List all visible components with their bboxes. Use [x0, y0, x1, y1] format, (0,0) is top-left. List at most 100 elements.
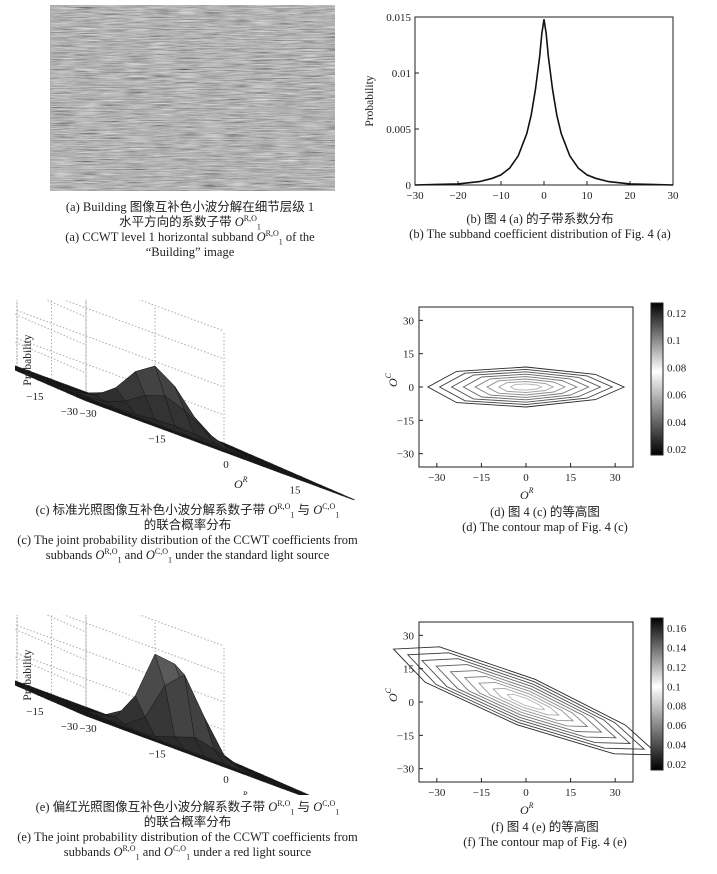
caption-f-zh: (f) 图 4 (e) 的等高图 [491, 820, 599, 834]
x-tick-label: −30 [428, 472, 446, 484]
x-tick-label: −15 [473, 472, 491, 484]
caption-d-zh: (d) 图 4 (c) 的等高图 [490, 505, 600, 519]
r-axis-label: OR [234, 475, 248, 491]
r-tick-label: 0 [223, 774, 229, 786]
r-tick-label: −15 [148, 749, 166, 761]
caption-d: (d) 图 4 (c) 的等高图 (d) The contour map of … [395, 505, 695, 535]
caption-c-zh2: 的联合概率分布 [143, 518, 232, 532]
grid-line [0, 247, 225, 332]
x-axis-sup: R [528, 801, 534, 810]
contour-line [420, 658, 632, 744]
contour-line [450, 371, 602, 403]
grid-line [0, 618, 225, 703]
caption-e: (e) 偏红光照图像互补色小波分解系数子带 OR,O1 与 OC,O1 的联合概… [0, 798, 375, 861]
subband-image [50, 5, 335, 191]
y-tick-label: 0 [409, 697, 415, 709]
x-axis-label: OR [520, 801, 534, 815]
x-tick-label: −30 [406, 190, 424, 202]
x-tick-label: 15 [565, 787, 577, 799]
x-tick-label: 0 [523, 787, 529, 799]
contour-line [474, 376, 578, 398]
colorbar [650, 617, 664, 771]
chart-b: −30 −20 −10 0 10 20 30 0 0.005 0.01 0.015 Probabili… [364, 12, 680, 202]
contour-line [497, 381, 555, 393]
contour-line [426, 366, 626, 408]
y-tick-label: 30 [403, 630, 415, 642]
contour-line [506, 693, 546, 710]
panel-a-subband-image [50, 5, 335, 191]
colorbar [650, 302, 664, 456]
caption-b-zh: (b) 图 4 (a) 的子带系数分布 [466, 212, 614, 226]
y-tick-label: −15 [397, 730, 415, 742]
colorbar-tick-label: 0.1 [667, 681, 681, 693]
colorbar-tick-label: 0.14 [667, 642, 687, 654]
z-axis-label: Probability [22, 649, 34, 700]
c-tick-label: −15 [26, 706, 44, 718]
panel-d-contour: −30 −15 0 15 30 30 15 0 −15 −30 OR OC 0.12 0.1 0.08 0.0… [375, 295, 705, 502]
contour-line [462, 373, 590, 401]
caption-a-en: (a) CCWT level 1 horizontal subband OR,O… [65, 228, 315, 247]
colorbar-tick-label: 0.06 [667, 720, 687, 732]
caption-e-zh2: 的联合概率分布 [143, 815, 232, 829]
caption-e-en: (e) The joint probability distribution o… [17, 830, 358, 844]
caption-a-en2: “Building” image [145, 245, 235, 259]
y-tick-label: 0 [406, 180, 412, 192]
chart-d: −30 −15 0 15 30 30 15 0 −15 −30 OR OC 0.12 0.1 0.08 0.0… [384, 302, 687, 502]
caption-f: (f) 图 4 (e) 的等高图 (f) The contour map of … [395, 820, 695, 850]
y-tick-label: 15 [403, 349, 415, 361]
grid-line [0, 303, 225, 388]
colorbar-tick-label: 0.04 [667, 417, 687, 429]
c-tick-label: −30 [61, 406, 79, 418]
contour-line [406, 652, 646, 750]
colorbar-tick-label: 0.12 [667, 662, 686, 674]
r-tick-label: −15 [148, 434, 166, 446]
series-line [414, 19, 674, 186]
r-tick-label: −30 [79, 408, 97, 420]
caption-e-zh: (e) 偏红光照图像互补色小波分解系数子带 OR,O1 与 OC,O1 [35, 798, 340, 817]
x-axis-sup: R [528, 486, 534, 495]
y-axis-sup: C [384, 687, 393, 693]
grid-line [0, 594, 87, 633]
x-tick-label: −20 [449, 190, 467, 202]
colorbar-tick-label: 0.08 [667, 701, 687, 713]
x-tick-label: 30 [610, 472, 622, 484]
colorbar-tick-label: 0.16 [667, 623, 687, 635]
caption-d-en: (d) The contour map of Fig. 4 (c) [462, 520, 628, 534]
caption-c-zh: (c) 标准光照图像互补色小波分解系数子带 OR,O1 与 OC,O1 [35, 501, 340, 520]
plot-frame [418, 621, 634, 783]
grid-line [0, 279, 87, 318]
y-axis-sup: C [384, 372, 393, 378]
x-tick-label: 20 [625, 190, 637, 202]
colorbar-tick-label: 0.12 [667, 308, 686, 320]
x-tick-label: 0 [523, 472, 529, 484]
y-axis-label: OC [384, 687, 400, 702]
surface-facet [332, 491, 363, 504]
chart-f: −30 −15 0 15 30 30 15 0 −15 −30 OR OC 0.16 0.14 0.12 0.… [384, 617, 687, 817]
y-tick-label: 0.01 [392, 68, 411, 80]
contour-line [449, 670, 603, 733]
r-axis-label: OR [234, 790, 248, 795]
r-tick-label: −30 [79, 723, 97, 735]
y-tick-label: 15 [403, 664, 415, 676]
colorbar-tick-label: 0.02 [667, 759, 686, 771]
caption-c-en2: subbands OR,O1 and OC,O1 under the stand… [45, 546, 330, 565]
caption-a-zh: (a) Building 图像互补色小波分解在细节层级 1 [65, 200, 315, 214]
panel-c-surface: 00.050.10.150.2Probability30150−15−30−30… [0, 247, 370, 522]
contour-line [438, 368, 614, 406]
surface-axes [0, 247, 363, 504]
x-tick-label: −15 [473, 787, 491, 799]
grid-line [0, 275, 225, 360]
x-tick-label: 30 [668, 190, 680, 202]
caption-b: (b) 图 4 (a) 的子带系数分布 (b) The subband coef… [390, 212, 690, 242]
c-tick-label: −30 [61, 721, 79, 733]
contour-line [435, 664, 618, 739]
r-axis-sup: R [242, 475, 248, 484]
colorbar-tick-label: 0.06 [667, 390, 687, 402]
y-tick-label: −30 [397, 449, 415, 461]
caption-c-en: (c) The joint probability distribution o… [17, 533, 358, 547]
y-tick-label: 30 [403, 315, 415, 327]
caption-b-en: (b) The subband coefficient distribution… [409, 227, 671, 241]
x-tick-label: 30 [610, 787, 622, 799]
grid-line [0, 562, 225, 647]
x-tick-label: 10 [582, 190, 594, 202]
